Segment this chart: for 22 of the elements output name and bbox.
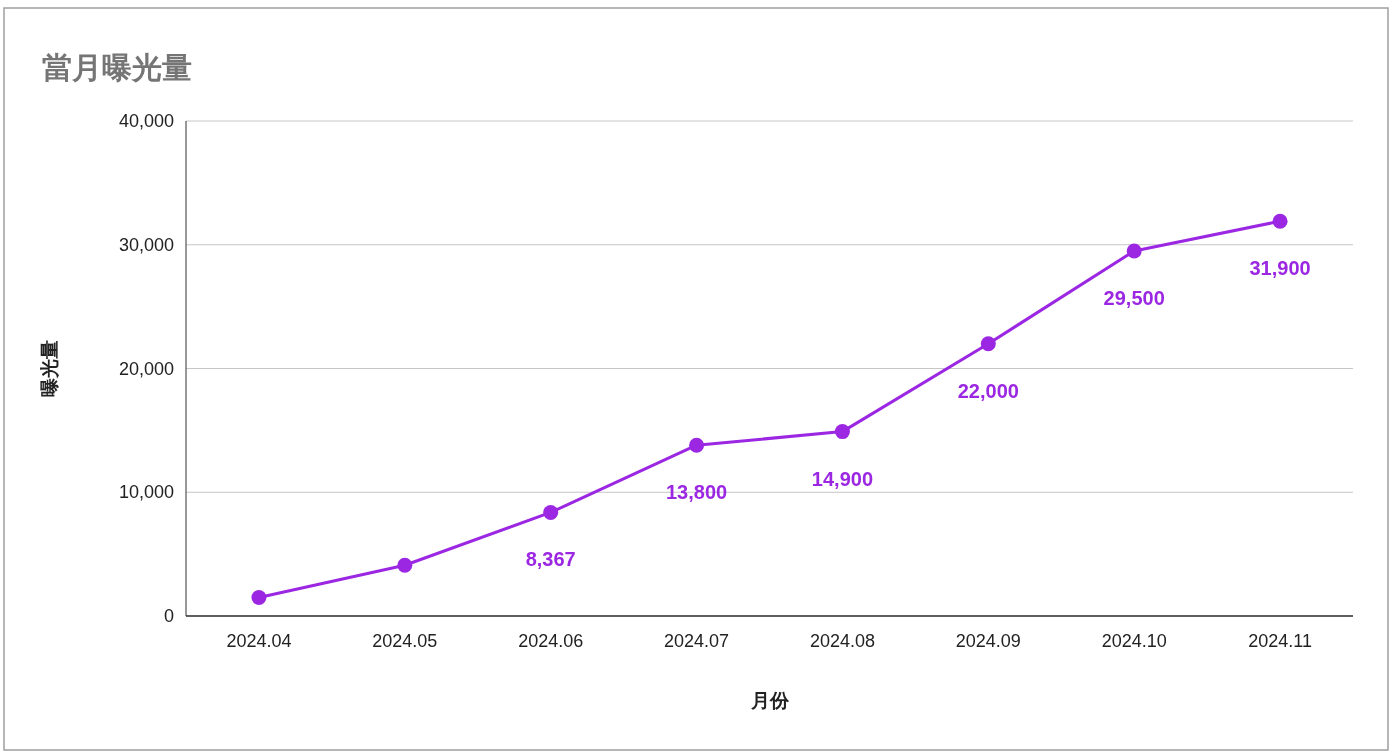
data-label: 14,900 <box>811 467 874 490</box>
x-tick-label: 2024.11 <box>1248 631 1312 651</box>
x-tick-label: 2024.08 <box>809 631 875 651</box>
data-label: 31,900 <box>1249 257 1311 280</box>
x-tick-label: 2024.05 <box>372 631 438 651</box>
x-axis-title: 月份 <box>749 690 790 711</box>
data-label: 22,000 <box>957 379 1019 402</box>
y-tick-label: 0 <box>163 606 174 626</box>
x-tick-label: 2024.09 <box>955 631 1021 651</box>
data-label: 29,500 <box>1103 286 1165 309</box>
data-label: 8,367 <box>525 548 576 571</box>
y-tick-label: 20,000 <box>118 358 174 379</box>
y-tick-label: 30,000 <box>118 234 174 255</box>
chart-title: 當月曝光量 <box>42 51 192 84</box>
x-tick-label: 2024.06 <box>518 631 584 651</box>
x-tick-label: 2024.04 <box>226 631 292 651</box>
y-axis-title: 曝光量 <box>39 340 60 397</box>
y-tick-label: 10,000 <box>118 482 174 503</box>
x-tick-label: 2024.10 <box>1101 631 1167 651</box>
x-tick-label: 2024.07 <box>664 631 730 651</box>
y-tick-label: 40,000 <box>118 111 174 131</box>
data-label: 13,800 <box>665 481 728 504</box>
